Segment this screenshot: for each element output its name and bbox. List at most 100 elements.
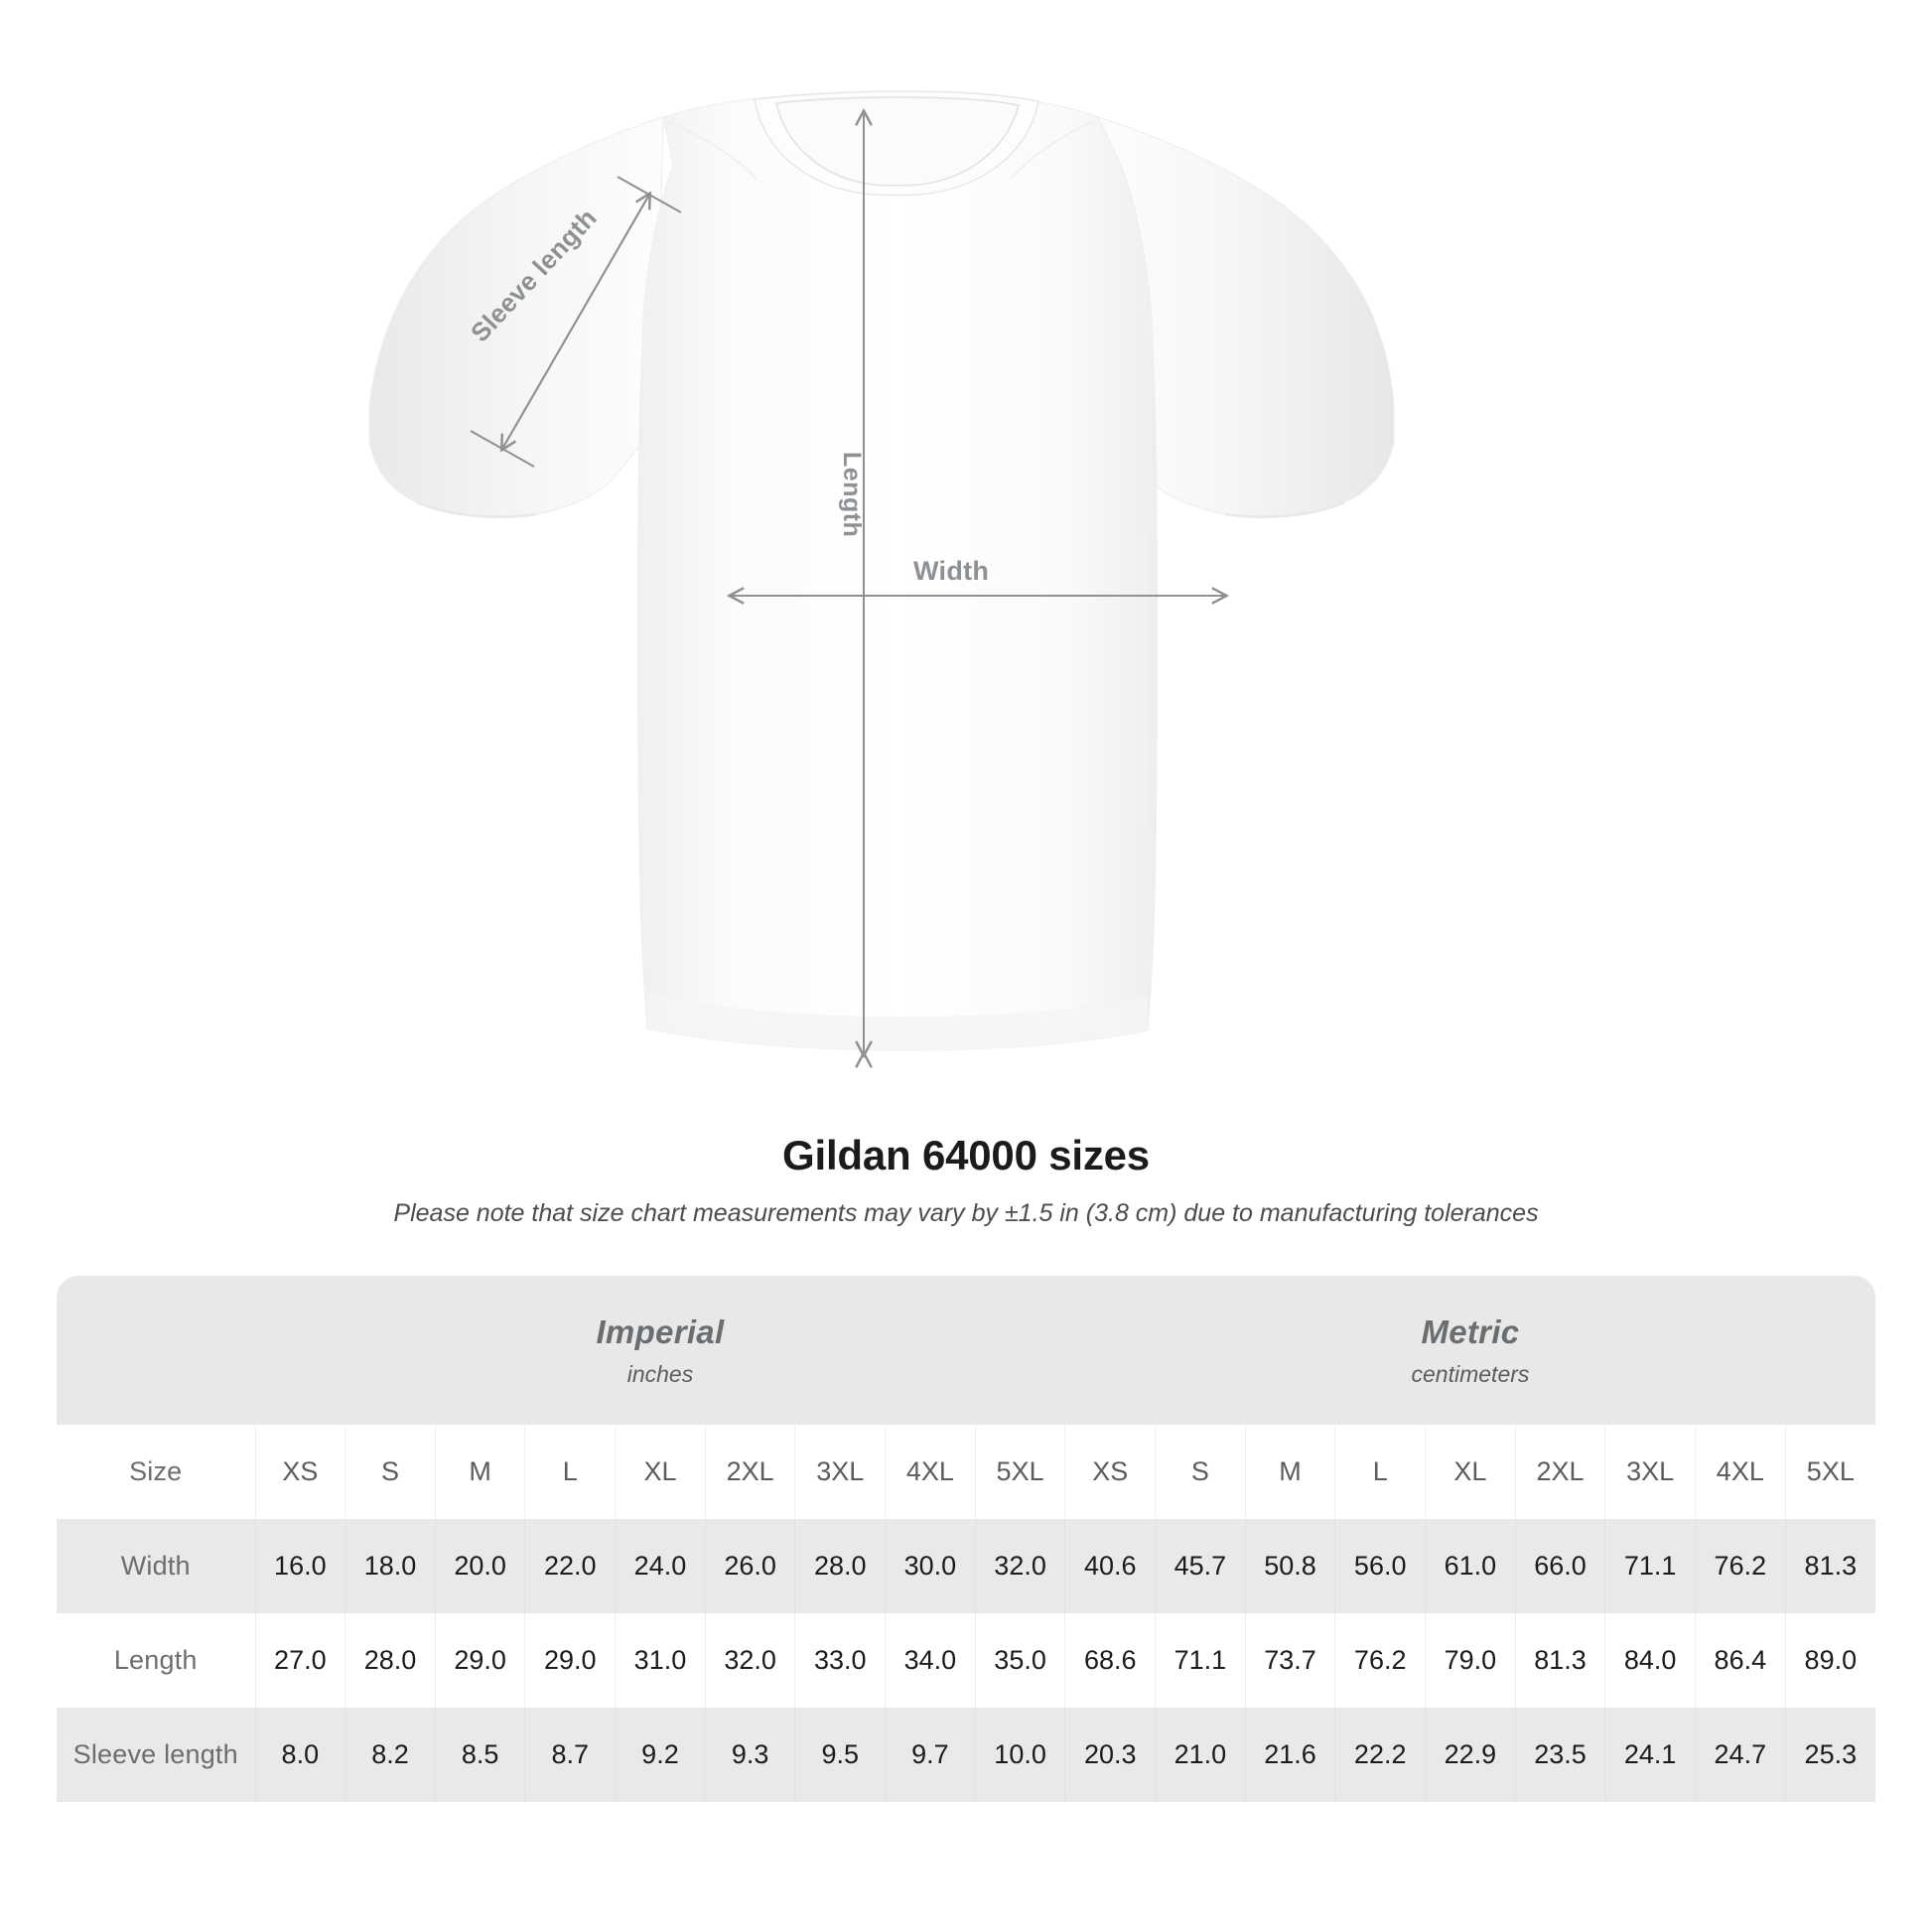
size-col-imperial-xs: XS (254, 1425, 345, 1519)
size-col-metric-xs: XS (1064, 1425, 1156, 1519)
cell-length-metric-xl: 79.0 (1425, 1613, 1516, 1708)
unit-banner-row: Imperial inches Metric centimeters (57, 1276, 1875, 1425)
table-row: Width 16.0 18.0 20.0 22.0 24.0 26.0 28.0… (57, 1519, 1875, 1613)
metric-label: Metric (1421, 1312, 1520, 1350)
metric-unit-sub: centimeters (1411, 1360, 1530, 1387)
cell-width-imperial-3xl: 28.0 (794, 1519, 886, 1613)
cell-length-metric-m: 73.7 (1244, 1613, 1335, 1708)
size-col-metric-l: L (1334, 1425, 1426, 1519)
tshirt-diagram: Sleeve length Length Width (368, 90, 1395, 1122)
tolerance-note: Please note that size chart measurements… (393, 1199, 1539, 1227)
cell-length-metric-4xl: 86.4 (1695, 1613, 1786, 1708)
cell-width-imperial-4xl: 30.0 (885, 1519, 976, 1613)
cell-sleeve-metric-xs: 20.3 (1064, 1708, 1156, 1802)
cell-length-imperial-4xl: 34.0 (885, 1613, 976, 1708)
cell-width-metric-2xl: 66.0 (1514, 1519, 1605, 1613)
cell-width-imperial-xl: 24.0 (615, 1519, 706, 1613)
size-col-metric-xl: XL (1425, 1425, 1516, 1519)
cell-length-imperial-s: 28.0 (345, 1613, 436, 1708)
size-col-metric-s: S (1155, 1425, 1246, 1519)
size-col-metric-3xl: 3XL (1604, 1425, 1696, 1519)
cell-length-metric-l: 76.2 (1334, 1613, 1426, 1708)
size-table-container: Imperial inches Metric centimeters Size … (57, 1276, 1875, 1802)
cell-sleeve-metric-xl: 22.9 (1425, 1708, 1516, 1802)
size-chart-table: Imperial inches Metric centimeters Size … (57, 1276, 1875, 1802)
cell-sleeve-imperial-3xl: 9.5 (794, 1708, 886, 1802)
size-col-imperial-m: M (434, 1425, 525, 1519)
size-col-imperial-4xl: 4XL (885, 1425, 976, 1519)
cell-width-metric-xs: 40.6 (1064, 1519, 1156, 1613)
size-col-imperial-l: L (524, 1425, 616, 1519)
cell-length-metric-2xl: 81.3 (1514, 1613, 1605, 1708)
cell-length-imperial-l: 29.0 (524, 1613, 616, 1708)
cell-sleeve-metric-2xl: 23.5 (1514, 1708, 1605, 1802)
cell-length-metric-5xl: 89.0 (1784, 1613, 1875, 1708)
cell-length-imperial-m: 29.0 (434, 1613, 525, 1708)
size-col-imperial-2xl: 2XL (704, 1425, 795, 1519)
size-col-imperial-s: S (345, 1425, 436, 1519)
row-label-sleeve-length: Sleeve length (57, 1708, 255, 1802)
cell-width-metric-4xl: 76.2 (1695, 1519, 1786, 1613)
cell-width-metric-s: 45.7 (1155, 1519, 1246, 1613)
cell-length-imperial-2xl: 32.0 (704, 1613, 795, 1708)
row-header-size: Size (57, 1425, 255, 1519)
row-label-length: Length (57, 1613, 255, 1708)
unit-group-metric: Metric centimeters (1064, 1276, 1875, 1425)
size-col-metric-4xl: 4XL (1695, 1425, 1786, 1519)
unit-banner-spacer (57, 1276, 255, 1425)
unit-group-imperial: Imperial inches (255, 1276, 1065, 1425)
cell-sleeve-imperial-4xl: 9.7 (885, 1708, 976, 1802)
cell-sleeve-metric-s: 21.0 (1155, 1708, 1246, 1802)
width-label: Width (913, 556, 990, 586)
cell-sleeve-imperial-s: 8.2 (345, 1708, 436, 1802)
cell-width-imperial-5xl: 32.0 (974, 1519, 1065, 1613)
cell-sleeve-metric-5xl: 25.3 (1784, 1708, 1875, 1802)
cell-width-imperial-xs: 16.0 (254, 1519, 345, 1613)
size-col-imperial-3xl: 3XL (794, 1425, 886, 1519)
cell-sleeve-imperial-5xl: 10.0 (974, 1708, 1065, 1802)
cell-length-metric-s: 71.1 (1155, 1613, 1246, 1708)
cell-width-metric-m: 50.8 (1244, 1519, 1335, 1613)
cell-sleeve-imperial-xl: 9.2 (615, 1708, 706, 1802)
size-col-imperial-xl: XL (615, 1425, 706, 1519)
cell-sleeve-imperial-l: 8.7 (524, 1708, 616, 1802)
title-block: Gildan 64000 sizes Please note that size… (0, 1132, 1932, 1228)
cell-width-imperial-m: 20.0 (434, 1519, 525, 1613)
sleeve-measure-arrow (470, 176, 682, 468)
table-row: Sleeve length 8.0 8.2 8.5 8.7 9.2 9.3 9.… (57, 1708, 1875, 1802)
cell-length-metric-3xl: 84.0 (1604, 1613, 1696, 1708)
length-label: Length (838, 452, 866, 538)
cell-width-imperial-s: 18.0 (345, 1519, 436, 1613)
cell-sleeve-imperial-m: 8.5 (434, 1708, 525, 1802)
cell-length-imperial-5xl: 35.0 (974, 1613, 1065, 1708)
size-col-imperial-5xl: 5XL (974, 1425, 1065, 1519)
cell-sleeve-metric-l: 22.2 (1334, 1708, 1426, 1802)
page-title: Gildan 64000 sizes (782, 1132, 1150, 1178)
tshirt-illustration (368, 90, 1395, 1122)
cell-sleeve-metric-4xl: 24.7 (1695, 1708, 1786, 1802)
row-label-width: Width (57, 1519, 255, 1613)
cell-length-metric-xs: 68.6 (1064, 1613, 1156, 1708)
cell-width-metric-3xl: 71.1 (1604, 1519, 1696, 1613)
table-row: Length 27.0 28.0 29.0 29.0 31.0 32.0 33.… (57, 1613, 1875, 1708)
tshirt-body-shape (368, 90, 1395, 1051)
cell-width-metric-l: 56.0 (1334, 1519, 1426, 1613)
cell-sleeve-imperial-xs: 8.0 (254, 1708, 345, 1802)
cell-width-imperial-l: 22.0 (524, 1519, 616, 1613)
cell-sleeve-imperial-2xl: 9.3 (704, 1708, 795, 1802)
imperial-unit-sub: inches (626, 1360, 694, 1387)
cell-length-imperial-3xl: 33.0 (794, 1613, 886, 1708)
size-col-metric-5xl: 5XL (1784, 1425, 1875, 1519)
cell-width-metric-xl: 61.0 (1425, 1519, 1516, 1613)
size-col-metric-m: M (1244, 1425, 1335, 1519)
cell-width-metric-5xl: 81.3 (1784, 1519, 1875, 1613)
table-header-row: Size XS S M L XL 2XL 3XL 4XL 5XL XS S M … (57, 1425, 1875, 1519)
cell-length-imperial-xl: 31.0 (615, 1613, 706, 1708)
cell-sleeve-metric-m: 21.6 (1244, 1708, 1335, 1802)
size-col-metric-2xl: 2XL (1514, 1425, 1605, 1519)
imperial-label: Imperial (596, 1312, 725, 1350)
cell-sleeve-metric-3xl: 24.1 (1604, 1708, 1696, 1802)
cell-length-imperial-xs: 27.0 (254, 1613, 345, 1708)
cell-width-imperial-2xl: 26.0 (704, 1519, 795, 1613)
